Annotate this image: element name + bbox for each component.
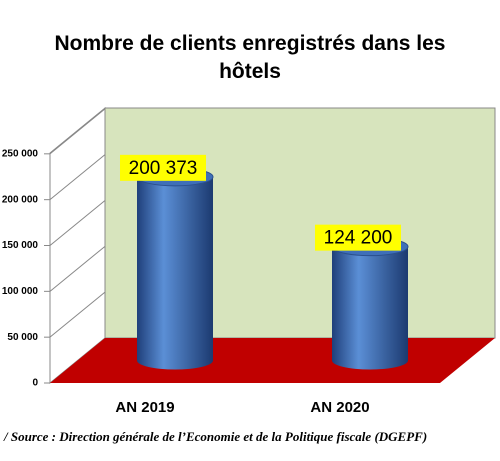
floor	[50, 338, 495, 383]
x-tick-label: AN 2020	[310, 399, 369, 416]
bar	[332, 246, 408, 361]
bar	[137, 176, 213, 361]
grid-line	[49, 200, 106, 246]
value-label-box	[315, 224, 401, 251]
chart-title: Nombre de clients enregistrés dans les h…	[54, 32, 446, 83]
grid-line	[49, 291, 106, 338]
value-label: 200 373	[129, 158, 198, 179]
grid-line	[49, 245, 106, 292]
grid-line	[49, 108, 106, 155]
y-tick-label: 0	[32, 378, 38, 389]
side-wall	[49, 106, 106, 385]
y-tick-label: 50 000	[7, 332, 38, 343]
y-tick-label: 150 000	[2, 240, 39, 251]
value-label-box	[120, 154, 206, 181]
grid-line	[49, 154, 106, 201]
y-tick-label: 200 000	[2, 194, 39, 205]
y-tick-label: 100 000	[2, 286, 39, 297]
y-tick-label: 250 000	[2, 148, 39, 159]
value-label: 124 200	[324, 228, 393, 249]
x-tick-label: AN 2019	[115, 399, 174, 416]
source: / Source : Direction générale de l’Econo…	[3, 429, 427, 444]
